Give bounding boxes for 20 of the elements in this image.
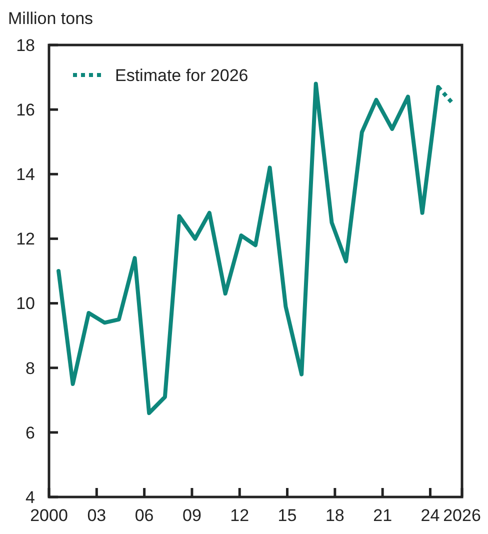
legend-label: Estimate for 2026 (115, 66, 248, 85)
x-tick-label: 21 (373, 506, 392, 525)
y-tick-label: 16 (16, 100, 35, 120)
x-tick-label: 12 (230, 506, 250, 525)
x-tick-label: 09 (182, 506, 202, 525)
y-tick-label: 8 (26, 358, 35, 378)
x-tick-label: 24 (420, 506, 440, 525)
y-tick-label: 18 (16, 36, 35, 55)
y-tick-label: 14 (16, 165, 35, 184)
y-tick-label: 12 (16, 230, 35, 249)
x-tick-label: 03 (87, 506, 106, 525)
x-tick-label: 2026 (443, 506, 481, 525)
x-tick-label: 06 (134, 506, 154, 525)
y-axis-title: Million tons (8, 9, 94, 28)
x-tick-label: 18 (325, 506, 344, 525)
y-tick-label: 6 (26, 423, 35, 442)
y-tick-label: 4 (26, 488, 35, 507)
y-tick-label: 10 (16, 294, 35, 314)
x-tick-label: 15 (278, 506, 297, 525)
x-tick-label: 2000 (30, 506, 68, 525)
